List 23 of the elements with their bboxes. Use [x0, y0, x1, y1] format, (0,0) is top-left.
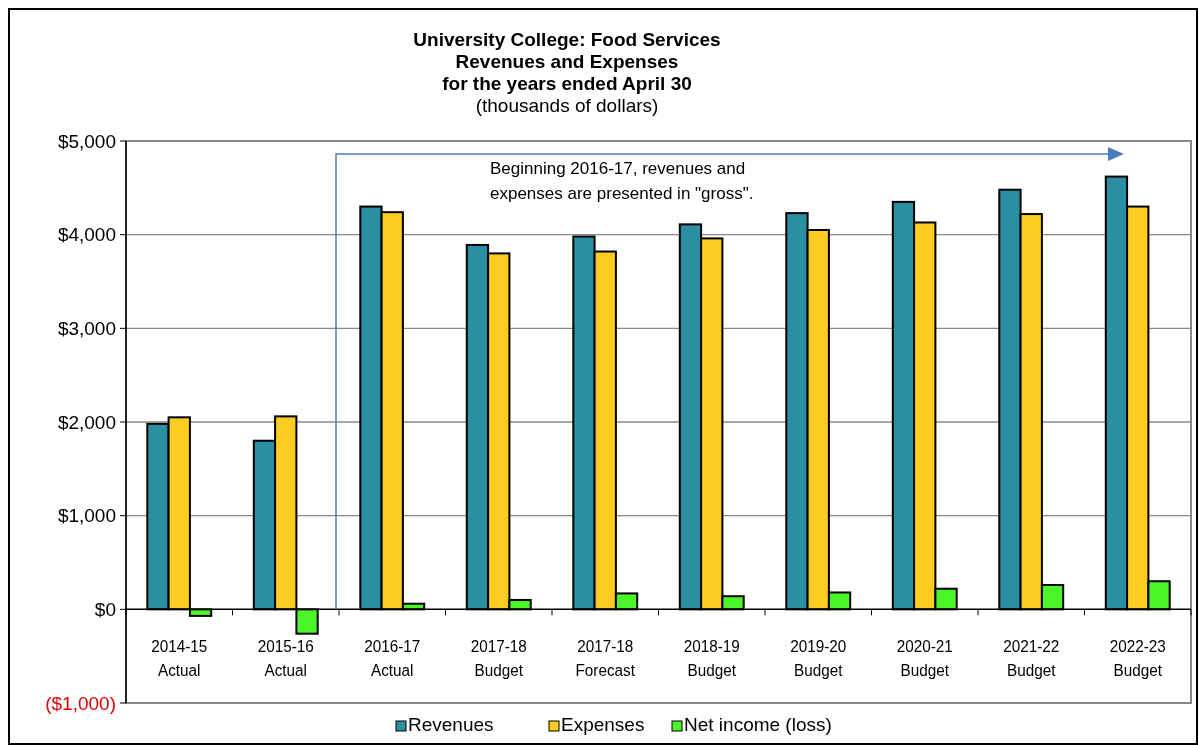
legend-label: Expenses	[561, 714, 645, 735]
y-tick-label: $0	[94, 598, 116, 620]
y-tick-label: $2,000	[57, 411, 116, 433]
x-tick-label: 2020-21 Budget	[896, 636, 953, 680]
y-tick-label: $3,000	[57, 317, 116, 339]
x-tick-label: 2019-20 Budget	[790, 636, 847, 680]
x-tick-label: 2017-18 Forecast	[575, 636, 636, 680]
chart-subtitle: (thousands of dollars)	[475, 95, 659, 116]
legend-label: Net income (loss)	[684, 714, 832, 735]
x-tick-label: 2017-18 Budget	[470, 636, 527, 680]
x-tick-label: 2018-19 Budget	[683, 636, 740, 680]
x-tick-label: 2016-17 Actual	[364, 636, 421, 680]
y-tick-label: $1,000	[57, 505, 116, 527]
x-tick-label: 2021-22 Budget	[1003, 636, 1060, 680]
x-tick-label: 2015-16 Actual	[257, 636, 314, 680]
legend-label: Revenues	[408, 714, 494, 735]
x-tick-label: 2014-15 Actual	[151, 636, 208, 680]
chart-title: University College: Food Services Revenues and Expenses for the years ended April 30	[413, 29, 721, 94]
x-tick-label: 2022-23 Budget	[1109, 636, 1166, 680]
y-tick-label: $4,000	[57, 224, 116, 246]
y-tick-label: ($1,000)	[45, 692, 116, 714]
annotation: Beginning 2016-17, revenues and expenses are presented in "gross".	[490, 159, 754, 203]
y-tick-label: $5,000	[57, 130, 116, 152]
